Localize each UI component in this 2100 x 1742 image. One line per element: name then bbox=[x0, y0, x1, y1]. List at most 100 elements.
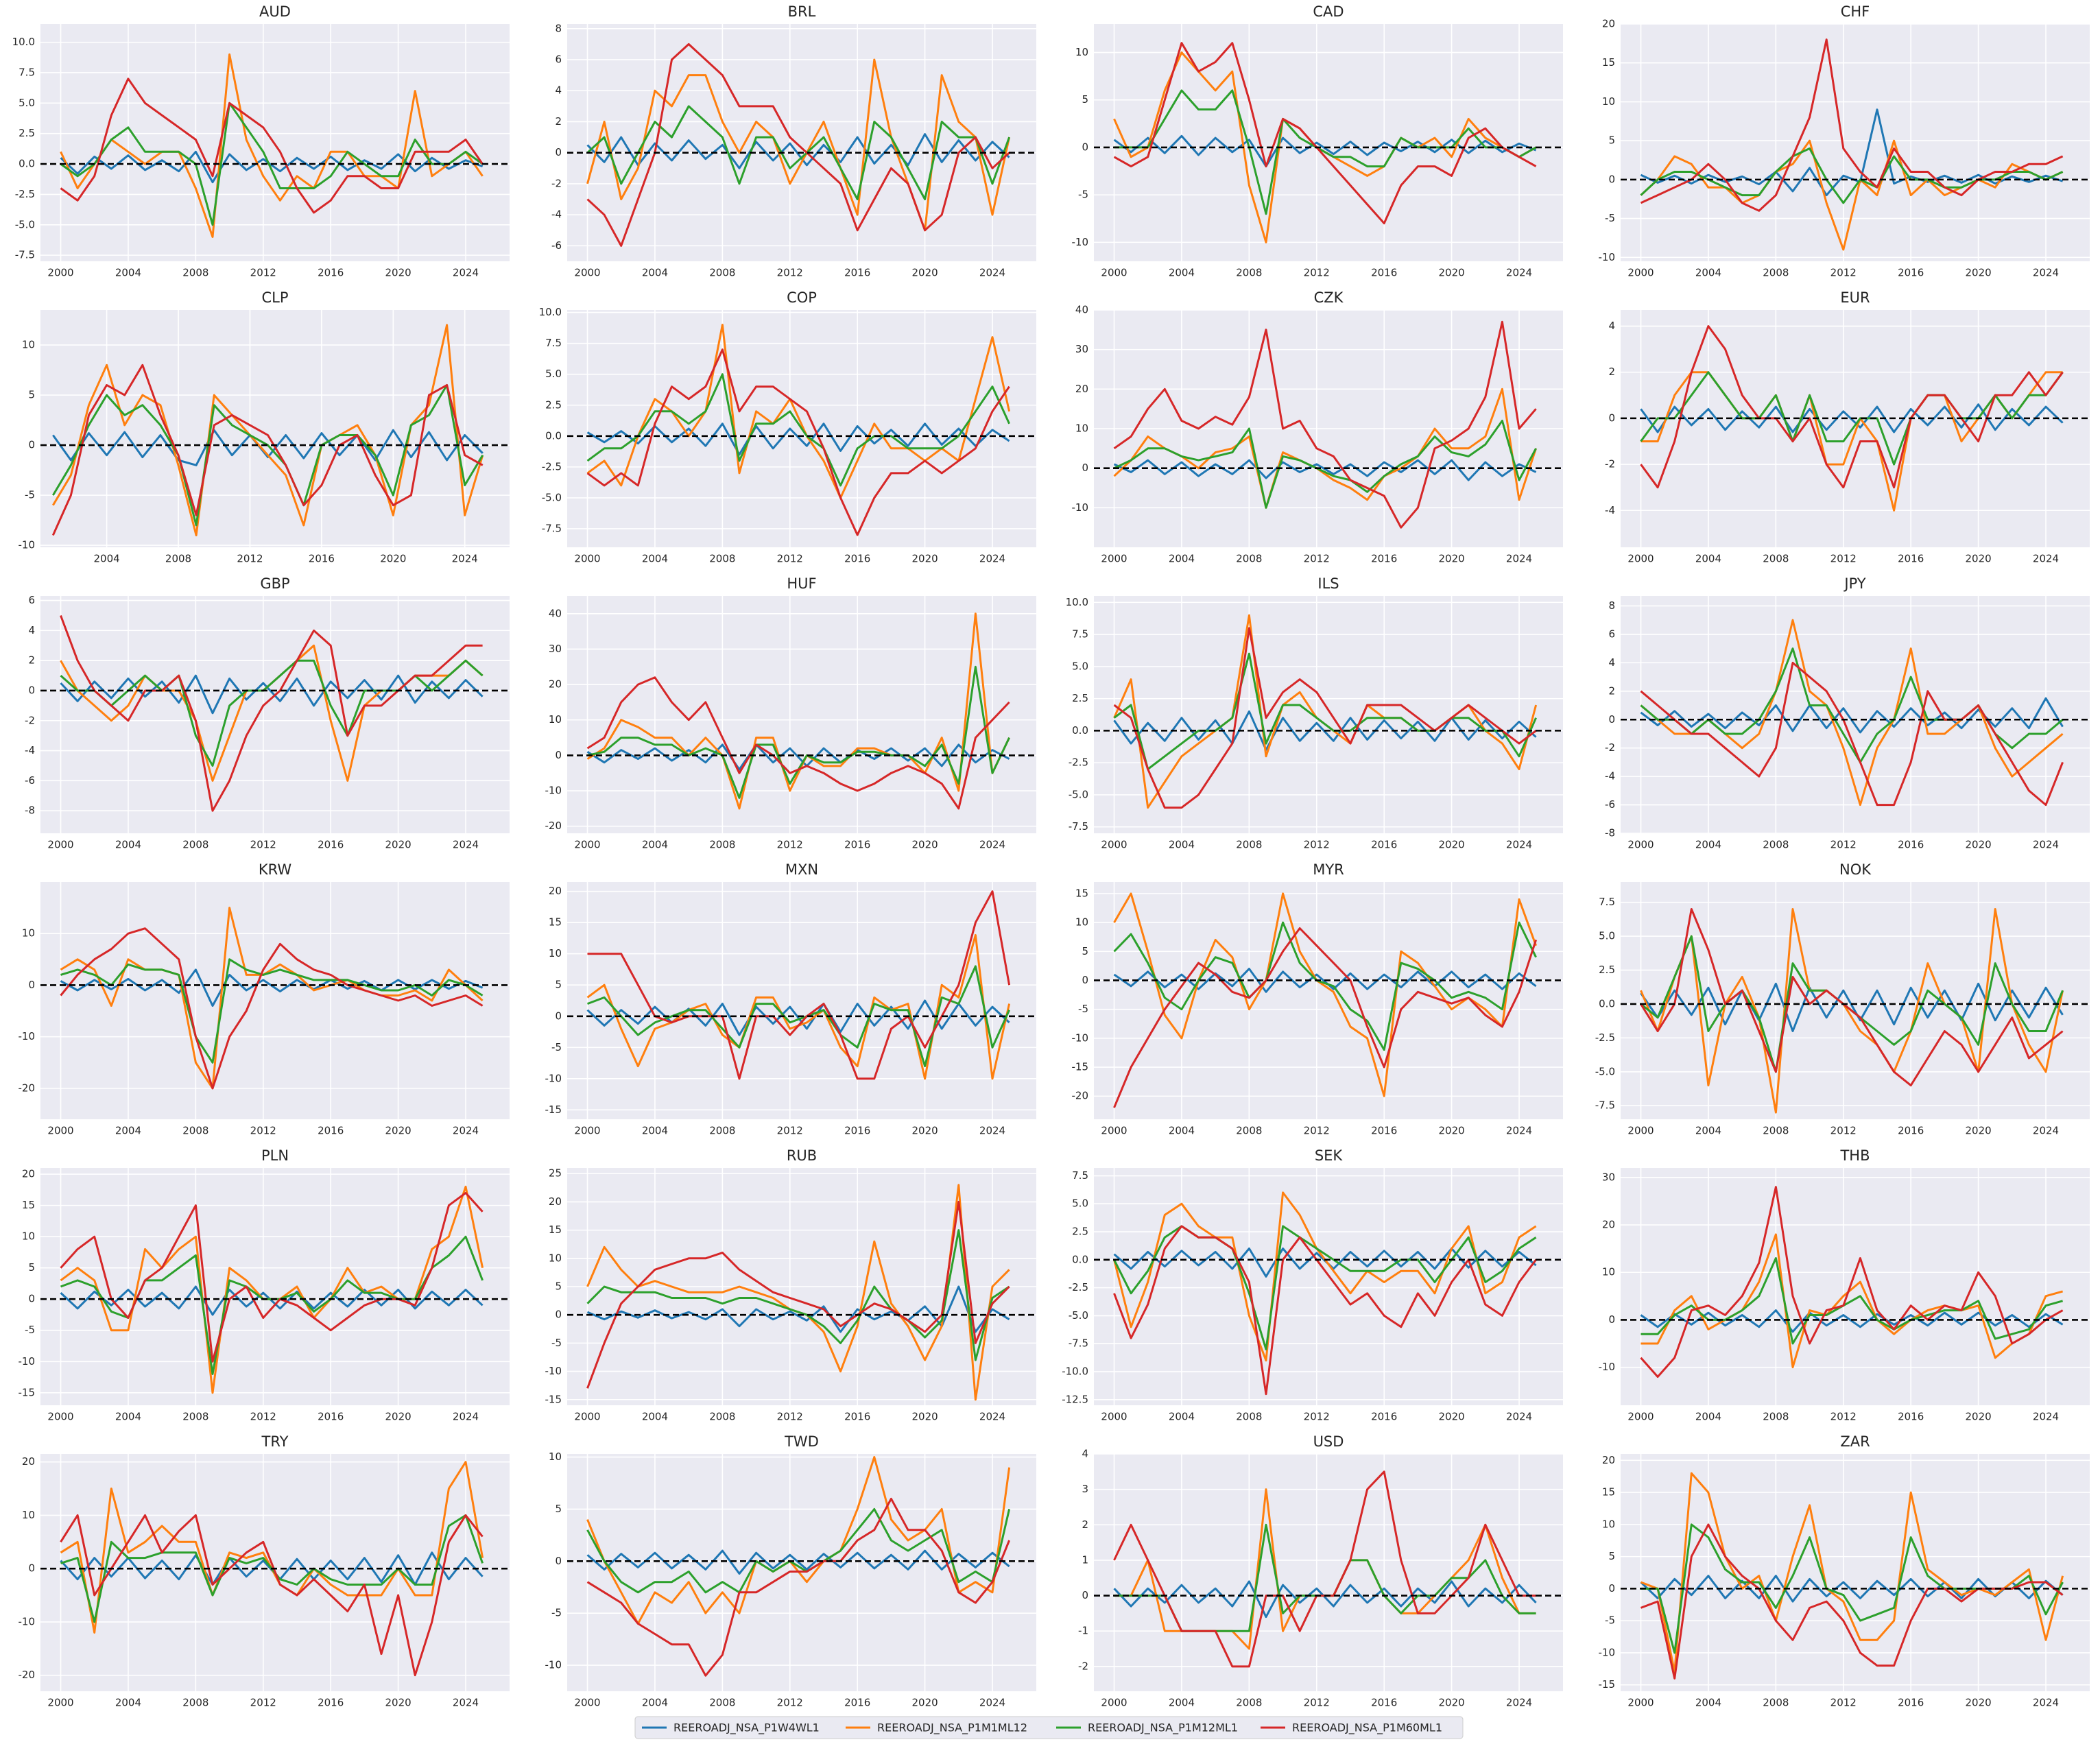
y-tick-label: -10 bbox=[1072, 1031, 1089, 1044]
y-tick-label: 30 bbox=[1602, 1171, 1615, 1183]
x-tick-label: 2000 bbox=[574, 1697, 600, 1709]
y-tick-label: 10 bbox=[1602, 1266, 1615, 1278]
x-tick-label: 2012 bbox=[1830, 267, 1857, 279]
y-tick-label: 0 bbox=[1082, 462, 1088, 474]
x-tick-label: 2004 bbox=[1169, 1411, 1195, 1423]
y-tick-label: -2 bbox=[1605, 458, 1615, 470]
y-tick-label: -7.5 bbox=[1069, 820, 1088, 833]
y-tick-label: -7.5 bbox=[1595, 1099, 1615, 1112]
subplot-title: NOK bbox=[1839, 861, 1872, 878]
series-line bbox=[1113, 387, 1538, 509]
series-line bbox=[1113, 459, 1537, 481]
series-line bbox=[586, 133, 1010, 169]
x-tick-label: 2004 bbox=[115, 1125, 141, 1137]
series-line bbox=[1640, 1233, 2064, 1369]
y-tick-label: -4 bbox=[1605, 770, 1615, 783]
y-tick-label: 20 bbox=[1602, 18, 1615, 30]
x-tick-label: 2024 bbox=[979, 1125, 1005, 1137]
x-tick-label: 2008 bbox=[182, 1697, 208, 1709]
x-tick-label: 2024 bbox=[2033, 553, 2059, 565]
series-line bbox=[60, 907, 484, 1090]
y-tick-label: -10 bbox=[19, 1615, 36, 1627]
y-tick-label: -10 bbox=[1072, 501, 1089, 514]
series-line bbox=[586, 965, 1010, 1068]
series-line bbox=[1113, 921, 1537, 1051]
y-tick-label: 2.5 bbox=[1072, 692, 1088, 704]
subplot-title: CZK bbox=[1314, 289, 1344, 306]
x-tick-label: 2012 bbox=[1830, 1697, 1857, 1709]
series-line bbox=[586, 373, 1010, 487]
y-tick-label: 2.5 bbox=[1072, 1226, 1088, 1238]
plot-area bbox=[1094, 24, 1563, 261]
subplot: -7.5 -5.0 -2.5 0.0 2.5 5.0 7.5 2000 2004 2008 2012… bbox=[1595, 861, 2090, 1137]
y-tick-label: 0 bbox=[28, 1293, 35, 1305]
subplot-title: JPY bbox=[1843, 575, 1865, 592]
x-tick-label: 2012 bbox=[250, 1411, 276, 1423]
y-tick-label: -2.5 bbox=[1069, 756, 1088, 769]
subplot: -7.5 -5.0 -2.5 0.0 2.5 5.0 7.5 10.0 2000 2004 2008… bbox=[12, 3, 510, 279]
subplot-title: COP bbox=[787, 289, 817, 306]
x-tick-label: 2004 bbox=[115, 267, 141, 279]
x-tick-label: 2024 bbox=[453, 839, 479, 851]
x-tick-label: 2024 bbox=[979, 1411, 1005, 1423]
y-tick-label: 7.5 bbox=[19, 66, 35, 78]
x-tick-label: 2012 bbox=[1830, 839, 1857, 851]
y-tick-label: 0 bbox=[28, 1562, 35, 1575]
series-line bbox=[1640, 371, 2064, 466]
x-tick-label: 2016 bbox=[1371, 553, 1397, 565]
series-line bbox=[586, 58, 1011, 232]
y-tick-label: 0 bbox=[1082, 974, 1088, 986]
x-tick-label: 2008 bbox=[1763, 1697, 1789, 1709]
x-tick-label: 2024 bbox=[979, 1697, 1005, 1709]
y-tick-label: 15 bbox=[1602, 1486, 1615, 1499]
x-tick-label: 2008 bbox=[709, 553, 735, 565]
y-tick-label: -5 bbox=[1605, 1614, 1615, 1627]
x-tick-label: 2000 bbox=[1627, 1411, 1654, 1423]
x-tick-label: 2024 bbox=[453, 267, 479, 279]
x-tick-label: 2008 bbox=[1763, 553, 1789, 565]
x-tick-label: 2024 bbox=[1506, 1697, 1532, 1709]
y-tick-label: 8 bbox=[555, 22, 562, 34]
x-tick-label: 2004 bbox=[1695, 839, 1721, 851]
x-tick-label: 2000 bbox=[1101, 1411, 1127, 1423]
y-tick-label: 20 bbox=[549, 678, 562, 691]
series-line bbox=[51, 363, 484, 536]
y-tick-label: 0 bbox=[555, 146, 562, 158]
x-tick-label: 2024 bbox=[453, 1697, 479, 1709]
y-tick-label: 10.0 bbox=[1066, 596, 1088, 608]
series-line bbox=[1640, 325, 2064, 489]
plot-area bbox=[567, 596, 1036, 833]
x-tick-label: 2004 bbox=[115, 1697, 141, 1709]
y-tick-label: 15 bbox=[22, 1199, 35, 1211]
y-tick-label: -10 bbox=[1599, 1646, 1616, 1658]
series-line bbox=[1640, 1523, 2064, 1680]
x-tick-label: 2004 bbox=[642, 839, 668, 851]
y-tick-label: -5 bbox=[1605, 212, 1615, 224]
y-tick-label: 15 bbox=[549, 1224, 562, 1236]
plot-area bbox=[40, 596, 510, 833]
y-tick-label: 10.0 bbox=[539, 306, 562, 318]
y-tick-label: -8 bbox=[1605, 827, 1615, 839]
subplot: -4 -2 0 2 4 2000 2004 2008 2012 2016 2020 2024 EUR bbox=[1605, 289, 2090, 565]
y-tick-label: 2 bbox=[555, 115, 562, 128]
x-tick-label: 2012 bbox=[777, 1697, 803, 1709]
x-tick-label: 2024 bbox=[2033, 1125, 2059, 1137]
series-line bbox=[1640, 908, 2064, 1114]
plot-area bbox=[1094, 596, 1563, 833]
x-tick-label: 2008 bbox=[182, 1125, 208, 1137]
x-tick-label: 2000 bbox=[574, 553, 600, 565]
series-line bbox=[1114, 89, 1537, 215]
x-tick-label: 2016 bbox=[318, 1411, 344, 1423]
y-tick-label: -7.5 bbox=[1069, 1337, 1088, 1350]
y-tick-label: 0 bbox=[1082, 141, 1088, 153]
x-tick-label: 2004 bbox=[94, 553, 120, 565]
subplot-title: RUB bbox=[787, 1147, 817, 1164]
y-tick-label: 4 bbox=[1082, 1448, 1088, 1460]
x-tick-label: 2000 bbox=[1101, 839, 1127, 851]
x-tick-label: 2020 bbox=[380, 553, 406, 565]
y-tick-label: 10 bbox=[549, 1451, 562, 1463]
y-tick-label: 1 bbox=[1082, 1553, 1088, 1566]
series-line bbox=[1640, 403, 2064, 433]
x-tick-label: 2020 bbox=[1439, 839, 1465, 851]
x-tick-label: 2000 bbox=[1627, 1697, 1654, 1709]
